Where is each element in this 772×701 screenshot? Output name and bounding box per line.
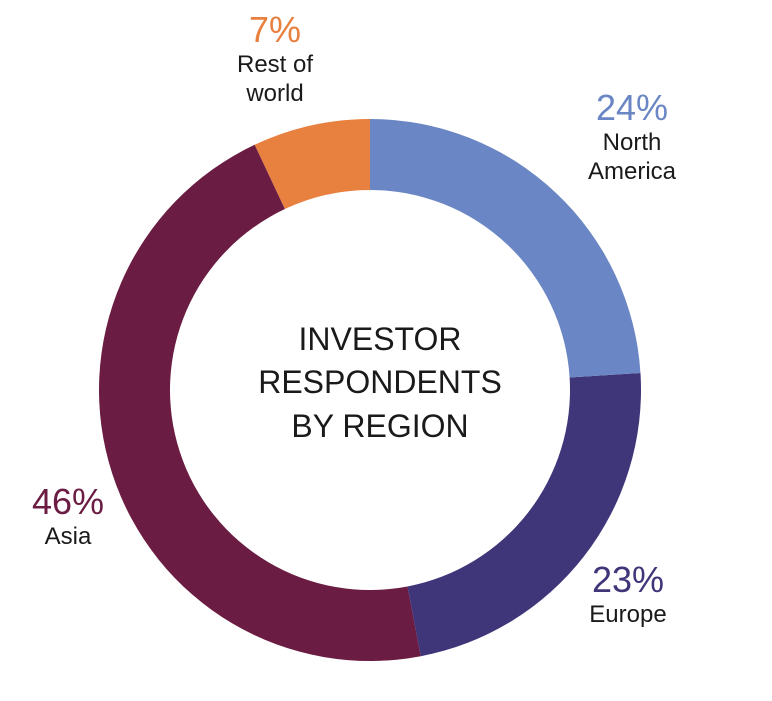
donut-slice [370,119,641,378]
slice-label: 24% North America [577,86,687,187]
center-title-line: INVESTOR [299,321,462,357]
value-label: 23% [591,559,665,600]
value-label: 7% [248,9,302,50]
center-title-line: RESPONDENTS [258,364,502,400]
category-label: Rest of world [236,51,314,107]
donut-slice [99,144,421,661]
slice-label: 23% Europe [573,558,683,630]
category-label: North America [587,129,677,185]
category-label: Asia [44,523,92,551]
category-label: Europe [589,601,667,629]
donut-slice [407,372,642,657]
donut-slice [254,119,370,210]
value-label: 24% [595,87,669,128]
slice-label: 46% Asia [13,480,123,552]
slice-label: 7% Rest of world [220,8,330,109]
value-label: 46% [31,481,105,522]
center-title-line: BY REGION [291,408,468,444]
